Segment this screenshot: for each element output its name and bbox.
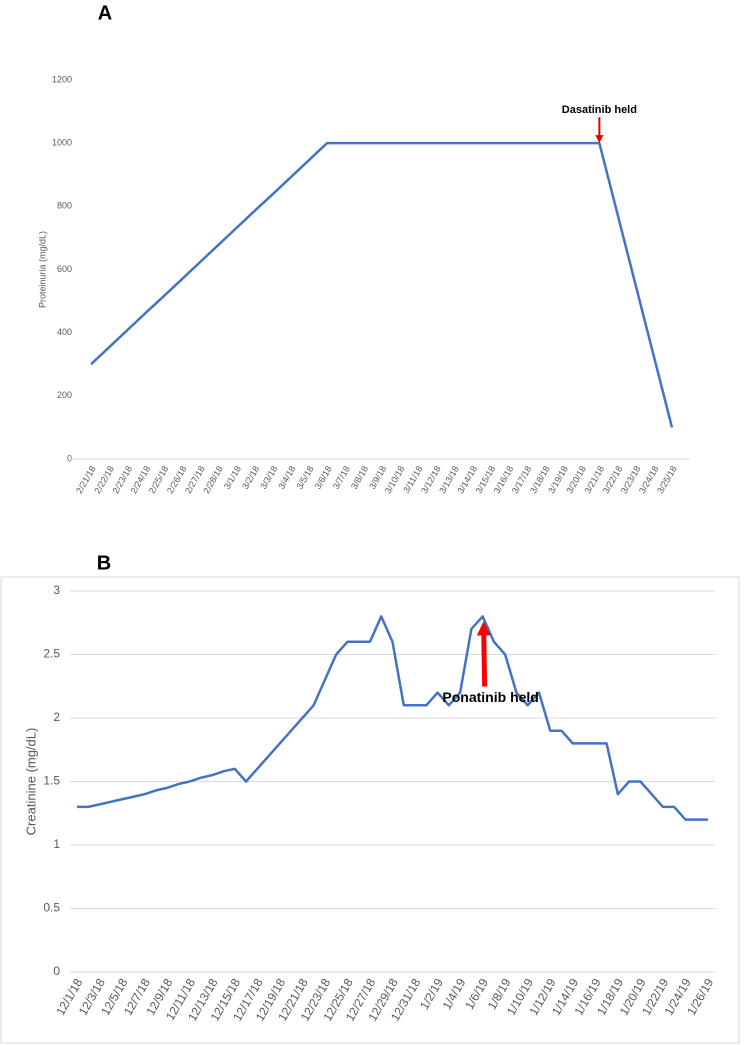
y-tick-label: 3 <box>53 583 60 597</box>
y-tick-label: 0 <box>67 453 72 463</box>
y-tick-label: 800 <box>57 201 72 211</box>
annotation-arrow <box>476 621 491 687</box>
y-tick-label: 0.5 <box>43 901 60 915</box>
y-tick-label: 1000 <box>52 138 72 148</box>
y-tick-label: 200 <box>57 390 72 400</box>
y-axis-label: Proteinuria (mg/dL) <box>37 231 47 308</box>
y-axis-label: Creatinine (mg/dL) <box>23 728 38 836</box>
y-tick-label: 1 <box>53 837 60 851</box>
y-tick-label: 400 <box>57 327 72 337</box>
y-tick-label: 2.5 <box>43 647 60 661</box>
y-tick-label: 600 <box>57 264 72 274</box>
y-tick-label: 1.5 <box>43 774 60 788</box>
y-tick-label: 2 <box>53 710 60 724</box>
panel-label: A <box>98 2 112 24</box>
annotation: Dasatinib held <box>562 104 637 116</box>
y-tick-label: 0 <box>53 964 60 978</box>
panel-border <box>0 576 740 1044</box>
annotation: Ponatinib held <box>442 689 538 705</box>
data-line <box>90 141 674 428</box>
y-tick-label: 1200 <box>52 74 72 84</box>
data-line <box>77 615 708 821</box>
panel-label: B <box>97 552 111 574</box>
